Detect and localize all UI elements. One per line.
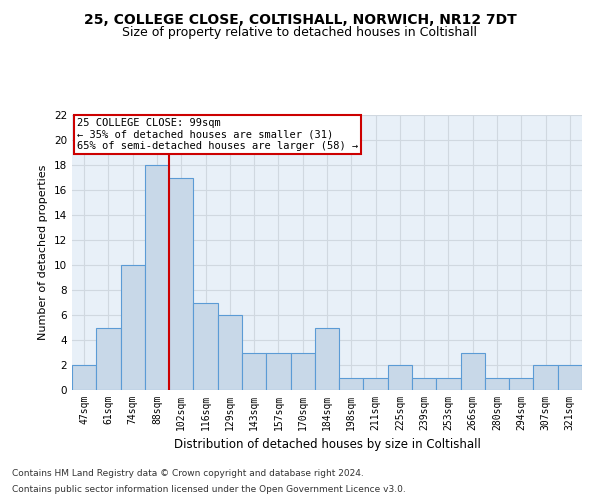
Text: 25, COLLEGE CLOSE, COLTISHALL, NORWICH, NR12 7DT: 25, COLLEGE CLOSE, COLTISHALL, NORWICH, … [83, 12, 517, 26]
Bar [266, 352, 290, 390]
Bar [169, 178, 193, 390]
Bar [242, 352, 266, 390]
Bar [72, 365, 96, 390]
Bar [388, 365, 412, 390]
Bar [509, 378, 533, 390]
Text: 25 COLLEGE CLOSE: 99sqm
← 35% of detached houses are smaller (31)
65% of semi-de: 25 COLLEGE CLOSE: 99sqm ← 35% of detache… [77, 118, 358, 151]
Text: Contains HM Land Registry data © Crown copyright and database right 2024.: Contains HM Land Registry data © Crown c… [12, 468, 364, 477]
Bar [461, 352, 485, 390]
Bar [193, 302, 218, 390]
Bar [96, 328, 121, 390]
Bar [558, 365, 582, 390]
Bar [436, 378, 461, 390]
Bar [533, 365, 558, 390]
Bar [218, 315, 242, 390]
Bar [412, 378, 436, 390]
Bar [121, 265, 145, 390]
Text: Size of property relative to detached houses in Coltishall: Size of property relative to detached ho… [122, 26, 478, 39]
Bar [315, 328, 339, 390]
X-axis label: Distribution of detached houses by size in Coltishall: Distribution of detached houses by size … [173, 438, 481, 452]
Y-axis label: Number of detached properties: Number of detached properties [38, 165, 49, 340]
Bar [145, 165, 169, 390]
Bar [364, 378, 388, 390]
Bar [485, 378, 509, 390]
Text: Contains public sector information licensed under the Open Government Licence v3: Contains public sector information licen… [12, 485, 406, 494]
Bar [339, 378, 364, 390]
Bar [290, 352, 315, 390]
